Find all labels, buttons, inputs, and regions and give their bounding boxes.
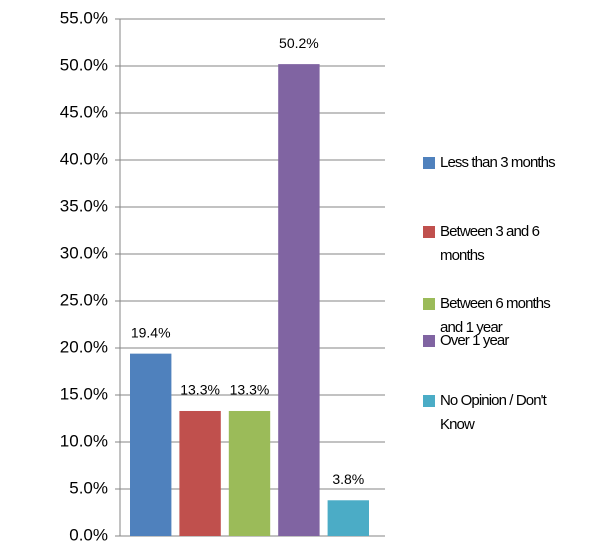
y-tick-label: 25.0% (60, 290, 108, 309)
y-tick-label: 10.0% (60, 431, 108, 450)
legend-swatch (423, 335, 435, 347)
legend-swatch (423, 226, 435, 238)
legend-entry: Less than 3 months (423, 151, 593, 175)
legend-entry: Between 3 and 6 months (423, 220, 593, 268)
y-tick-label: 50.0% (60, 55, 108, 74)
legend-entry: No Opinion / Don't Know (423, 389, 593, 437)
data-label: 3.8% (332, 471, 364, 487)
legend-swatch (423, 298, 435, 310)
legend-label: Less than 3 months (440, 154, 556, 171)
data-label: 50.2% (279, 35, 319, 51)
data-label: 13.3% (180, 382, 220, 398)
bar (228, 410, 271, 536)
data-label: 13.3% (230, 382, 270, 398)
legend-entry: Over 1 year (423, 329, 593, 353)
bar (327, 500, 369, 536)
legend-swatch (423, 157, 435, 169)
bar (130, 353, 172, 536)
data-label: 19.4% (131, 324, 171, 340)
y-tick-label: 45.0% (60, 102, 108, 121)
y-tick-label: 0.0% (69, 525, 108, 544)
y-tick-label: 35.0% (60, 196, 108, 215)
y-tick-label: 30.0% (60, 243, 108, 262)
y-tick-label: 40.0% (60, 149, 108, 168)
legend-label: Between 3 and 6 months (440, 223, 540, 264)
y-tick-label: 20.0% (60, 337, 108, 356)
legend-label: Between 6 months and 1 year (440, 295, 551, 336)
legend-entry: Between 6 months and 1 year (423, 292, 593, 340)
legend-label: Over 1 year (440, 332, 509, 349)
legend-label: No Opinion / Don't Know (440, 392, 547, 433)
legend-swatch (423, 395, 435, 407)
y-tick-label: 15.0% (60, 384, 108, 403)
bar (179, 410, 221, 536)
y-tick-label: 5.0% (69, 478, 108, 497)
bar (278, 64, 320, 537)
y-tick-label: 55.0% (60, 8, 108, 27)
